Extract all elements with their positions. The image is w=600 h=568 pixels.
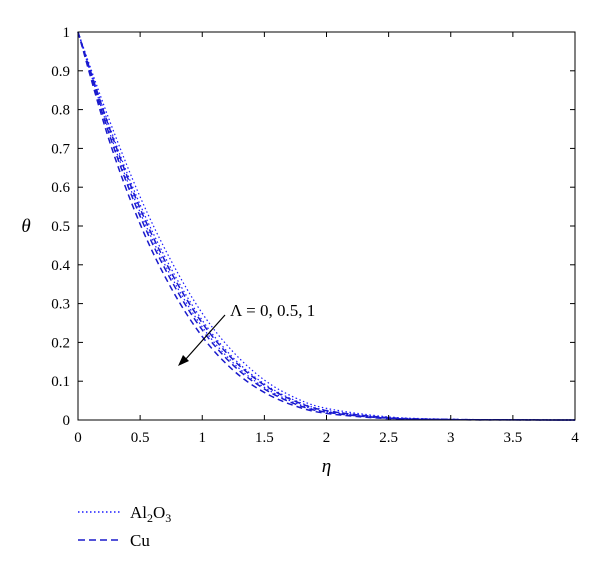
series-line-cu-0 bbox=[77, 31, 576, 421]
legend-label: Al2O3 bbox=[130, 503, 171, 525]
x-tick-label: 2 bbox=[323, 430, 331, 446]
annotation-arrowhead bbox=[178, 355, 189, 366]
axes-frame bbox=[77, 31, 576, 421]
y-axis-label: θ bbox=[21, 216, 30, 237]
lambda-annotation: Λ = 0, 0.5, 1 bbox=[230, 301, 315, 320]
y-tick-label: 0.6 bbox=[51, 180, 70, 196]
series-line-al2o3-0_5 bbox=[77, 31, 576, 421]
x-tick-label: 4 bbox=[571, 430, 579, 446]
y-tick-label: 0.7 bbox=[51, 141, 70, 157]
y-tick-label: 0.2 bbox=[51, 335, 70, 351]
x-tick-label: 1.5 bbox=[255, 430, 274, 446]
y-tick-label: 0.1 bbox=[51, 374, 70, 390]
series-line-cu-1 bbox=[77, 31, 576, 421]
legend: Al2O3 Cu bbox=[78, 503, 171, 550]
series-line-cu-0_5 bbox=[77, 31, 576, 421]
y-tick-label: 0 bbox=[63, 413, 71, 429]
plot-area bbox=[77, 31, 576, 421]
annotation-group: Λ = 0, 0.5, 1 bbox=[178, 301, 315, 366]
annotation-arrow bbox=[184, 314, 226, 361]
x-tick-label: 1 bbox=[199, 430, 207, 446]
series-line-al2o3-1 bbox=[77, 31, 576, 421]
x-tick-label: 0.5 bbox=[131, 430, 150, 446]
x-axis-label: η bbox=[322, 456, 331, 477]
axes: 0 0.5 1 1.5 2 2.5 3 3.5 4 0 0.1 0.2 0.3 0.4 0.5 0.6 0.7 0… bbox=[21, 25, 579, 477]
x-tick-label: 2.5 bbox=[379, 430, 398, 446]
y-tick-label: 0.4 bbox=[51, 258, 70, 274]
x-tick-label: 0 bbox=[74, 430, 82, 446]
y-tick-label: 1 bbox=[63, 25, 71, 41]
y-tick-label: 0.8 bbox=[51, 103, 70, 119]
x-tick-label: 3 bbox=[447, 430, 455, 446]
y-tick-label: 0.3 bbox=[51, 297, 70, 313]
x-tick-label: 3.5 bbox=[504, 430, 523, 446]
y-tick-label: 0.5 bbox=[51, 219, 70, 235]
legend-label: Cu bbox=[130, 531, 150, 550]
y-tick-label: 0.9 bbox=[51, 64, 70, 80]
series-line-al2o3-0 bbox=[77, 31, 576, 421]
